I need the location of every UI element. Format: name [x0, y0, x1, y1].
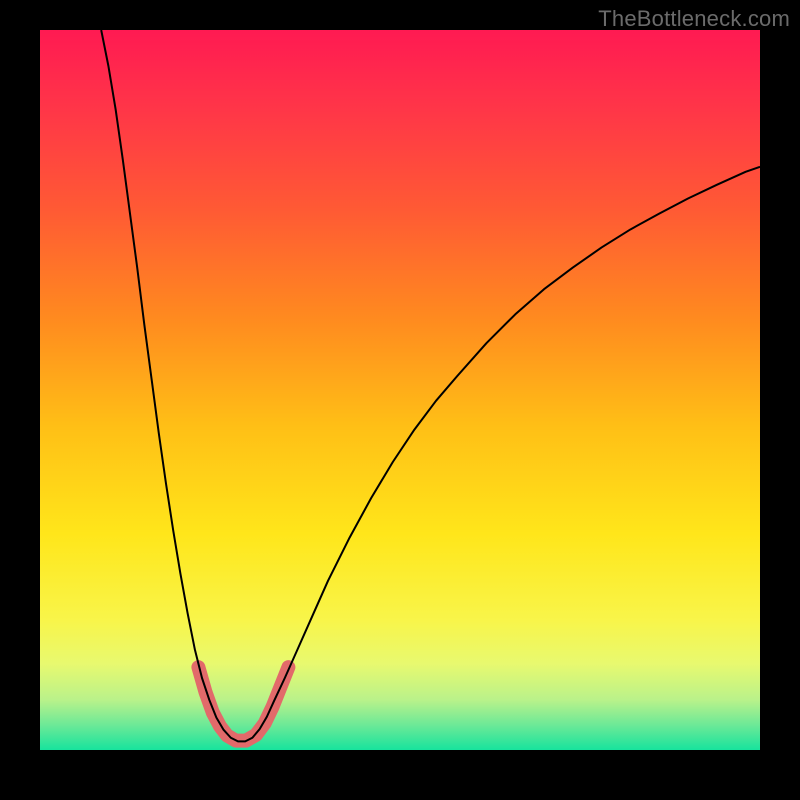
plot-area: [40, 30, 760, 750]
stage: TheBottleneck.com: [0, 0, 800, 800]
watermark-text: TheBottleneck.com: [598, 6, 790, 32]
plot-background: [40, 30, 760, 750]
plot-svg: [40, 30, 760, 750]
